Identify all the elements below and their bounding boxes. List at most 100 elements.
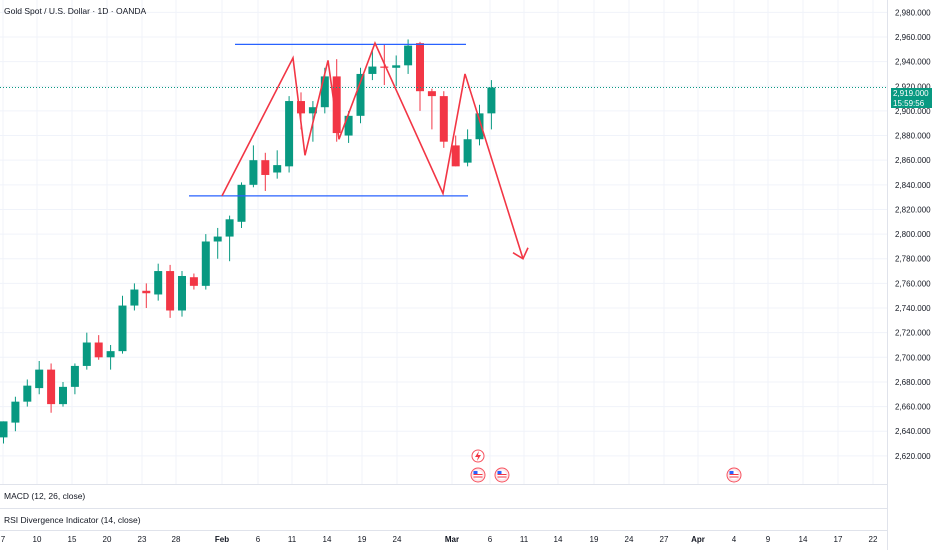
candle-body [439,96,448,142]
us-flag-icon-canton [729,471,734,474]
price-tick-label: 2,620.000 [895,452,931,461]
current-price-tag: 2,919.000 15:59:56 [891,88,932,108]
candle-body [94,342,103,358]
us-flag-icon-stripe [729,476,739,478]
price-tick-label: 2,740.000 [895,304,931,313]
candle-body [416,43,424,92]
grid-lines [0,0,887,484]
time-tick-label: 15 [68,535,77,544]
time-tick-label: 11 [288,535,297,544]
time-tick-label: 27 [660,535,669,544]
candle-body [368,66,377,74]
candle-body [142,290,151,294]
price-tick-label: 2,840.000 [895,181,931,190]
candle-body [82,342,91,366]
candle-body [344,115,353,136]
candle-body [23,385,32,402]
price-tick-label: 2,800.000 [895,230,931,239]
candle-body [166,271,175,311]
candle-body [154,271,163,295]
price-tick-label: 2,780.000 [895,255,931,264]
time-axis[interactable]: 7 10 15 20 23 28 Feb 6 11 14 19 24 Mar 6 11 14 19 24 27 Apr… [1,535,878,544]
candle-body [213,236,222,242]
candle-body [475,113,484,140]
macd-indicator-label[interactable]: MACD (12, 26, close) [4,491,86,501]
candle-body [59,386,67,405]
lightning-glyph [475,451,481,461]
price-tick-label: 2,980.000 [895,8,931,17]
candle-body [308,107,317,114]
candle-body [35,369,44,389]
candle-body [189,277,198,286]
candle-body [70,365,79,387]
time-tick-label: Apr [691,535,705,544]
time-axis-separator [0,530,887,531]
price-tick-label: 2,920.000 [895,82,931,91]
price-tick-label: 2,720.000 [895,329,931,338]
bar-countdown: 15:59:56 [893,98,925,108]
macd-pane-separator [0,484,887,485]
us-flag-icon-canton [473,471,478,474]
rsi-pane-separator [0,508,887,509]
candle-body [320,76,329,108]
time-tick-label: 7 [1,535,6,544]
price-tick-label: 2,860.000 [895,156,931,165]
time-tick-label: 11 [520,535,529,544]
us-flag-icon-canton [497,471,502,474]
price-tick-label: 2,880.000 [895,132,931,141]
candle-body [130,289,139,306]
candle-body [178,275,186,311]
rsi-indicator-label[interactable]: RSI Divergence Indicator (14, close) [4,515,141,525]
time-tick-label: 24 [625,535,634,544]
time-tick-label: 4 [732,535,737,544]
time-tick-label: Mar [445,535,459,544]
candle-body [261,160,270,175]
candle-body [118,305,127,352]
price-tick-label: 2,660.000 [895,403,931,412]
candle-body [356,73,365,116]
candle-body [487,87,496,114]
price-tick-label: 2,900.000 [895,107,931,116]
candle-body [451,145,460,167]
candle-body [273,165,282,173]
candle-body [427,91,436,97]
us-flag-icon-stripe [473,476,483,478]
candle-body [237,184,246,222]
time-tick-label: 19 [590,535,599,544]
time-tick-label: 20 [103,535,112,544]
candle-body [285,101,294,167]
current-price-value: 2,919.000 [893,89,929,98]
time-tick-label: 9 [766,535,771,544]
price-tick-label: 2,700.000 [895,353,931,362]
drawings [0,41,887,260]
us-flag-icon-stripe [473,474,483,475]
time-tick-label: Feb [215,535,229,544]
time-tick-label: 6 [256,535,261,544]
time-tick-label: 14 [799,535,808,544]
us-flag-icon-stripe [729,474,739,475]
candle-body [201,241,210,286]
candle-body [225,219,234,237]
candle-body [380,66,389,68]
candles [0,39,496,444]
candle-body [332,76,341,134]
us-flag-icon-stripe [497,476,507,478]
time-tick-label: 22 [869,535,878,544]
price-tick-label: 2,960.000 [895,33,931,42]
candle-body [106,351,115,358]
time-tick-label: 19 [358,535,367,544]
time-tick-label: 17 [834,535,843,544]
time-tick-label: 10 [33,535,42,544]
candle-body [11,401,20,423]
time-tick-label: 28 [172,535,181,544]
price-tick-label: 2,820.000 [895,205,931,214]
price-axis[interactable]: 2,620.000 2,640.000 2,660.000 2,680.000 2,70… [895,8,931,461]
time-tick-label: 24 [393,535,402,544]
us-flag-icon-stripe [497,474,507,475]
candle-body [392,65,401,68]
time-tick-label: 14 [323,535,332,544]
symbol-title: Gold Spot / U.S. Dollar · 1D · OANDA [4,6,147,16]
pattern-zigzag [221,41,524,259]
price-axis-border [887,0,888,550]
